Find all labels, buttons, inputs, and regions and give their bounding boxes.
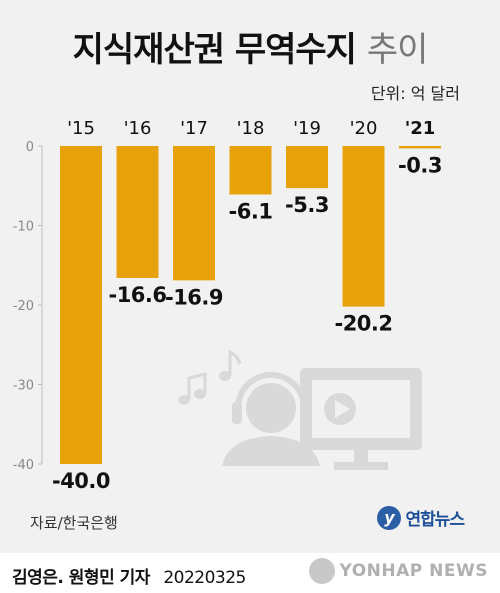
byline-date: 20220325 bbox=[163, 568, 246, 588]
watermark-icon bbox=[308, 558, 335, 584]
music-note-icon bbox=[194, 389, 206, 399]
person-head-icon bbox=[246, 383, 296, 433]
bar bbox=[173, 146, 215, 281]
bar bbox=[342, 146, 385, 307]
byline-authors: 김영은. 원형민 기자 bbox=[12, 568, 150, 588]
value-label: -6.1 bbox=[229, 199, 273, 223]
y-axis: 0 -10 -20 -30 -40 bbox=[13, 140, 43, 473]
title-sub: 추이 bbox=[366, 30, 429, 70]
music-note-stem bbox=[228, 349, 242, 376]
label-group: '15 '16 '17 '18 '19 '20 '21 -40.0 -16.6-16.9 -6.1… bbox=[52, 118, 442, 493]
bar bbox=[399, 146, 441, 149]
category-label: '19 bbox=[293, 118, 321, 139]
y-tick-label: -40 bbox=[13, 458, 34, 473]
headphones-band-icon bbox=[235, 372, 307, 409]
monitor-stand bbox=[354, 450, 368, 464]
y-tick-label: -20 bbox=[13, 299, 34, 314]
music-note-icon bbox=[178, 395, 190, 405]
value-label: -16.6 bbox=[108, 283, 166, 307]
value-label: -40.0 bbox=[52, 469, 110, 493]
headphones-right-cup bbox=[300, 402, 310, 424]
category-label: '21 bbox=[405, 118, 436, 139]
yonhap-logo: y 연합뉴스 bbox=[377, 505, 465, 530]
value-label: -16.9 bbox=[165, 285, 223, 309]
value-label: -0.3 bbox=[398, 153, 442, 177]
bar bbox=[229, 146, 272, 195]
music-video-illustration bbox=[178, 349, 422, 470]
bar bbox=[60, 146, 102, 464]
unit-label: 단위: 억 달러 bbox=[370, 84, 460, 103]
music-note-icon bbox=[219, 371, 231, 381]
category-label: '17 bbox=[180, 118, 208, 139]
yonhap-logo-icon: y bbox=[377, 505, 402, 530]
watermark-text: YONHAP NEWS bbox=[339, 561, 488, 581]
bar-chart: 0 -10 -20 -30 -40 '15 '16 '17 '18 '19 '20 '21 -40.0… bbox=[13, 118, 443, 493]
person-body-icon bbox=[222, 436, 320, 466]
y-tick-label: -30 bbox=[13, 379, 34, 394]
bar bbox=[116, 146, 159, 278]
bar bbox=[286, 146, 328, 189]
value-label: -5.3 bbox=[285, 193, 329, 217]
watermark: YONHAP NEWS bbox=[308, 558, 488, 584]
byline: 김영은. 원형민 기자 20220325 bbox=[12, 563, 246, 588]
music-note-stem bbox=[187, 372, 207, 400]
play-triangle-icon bbox=[335, 400, 350, 418]
y-tick-label: -10 bbox=[13, 220, 34, 235]
category-label: '16 bbox=[124, 118, 152, 139]
source-note: 자료/한국은행 bbox=[30, 514, 118, 532]
yonhap-logo-text: 연합뉴스 bbox=[405, 510, 465, 530]
headphones-left-cup bbox=[232, 402, 242, 424]
title-main: 지식재산권 무역수지 bbox=[72, 30, 357, 70]
category-label: '15 bbox=[67, 118, 95, 139]
y-tick-label: 0 bbox=[26, 140, 34, 155]
chart-title: 지식재산권 무역수지 추이 bbox=[0, 22, 500, 71]
category-label: '20 bbox=[350, 118, 378, 139]
value-label: -20.2 bbox=[334, 312, 392, 336]
monitor-base bbox=[334, 462, 388, 470]
bar-group bbox=[60, 146, 441, 464]
category-label: '18 bbox=[237, 118, 265, 139]
